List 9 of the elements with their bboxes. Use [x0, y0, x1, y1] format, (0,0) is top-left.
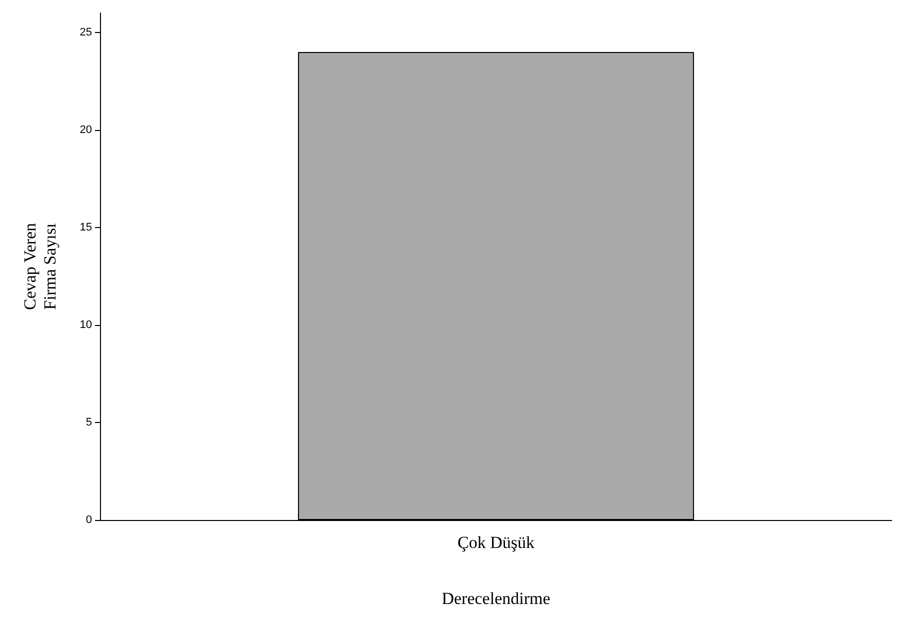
y-tick-label: 0: [86, 514, 92, 526]
y-tick-label: 20: [80, 124, 92, 136]
y-tick-label: 25: [80, 26, 92, 38]
y-axis-title: Cevap Veren Firma Sayısı: [20, 222, 60, 310]
y-tick-label: 10: [80, 319, 92, 331]
x-axis-title: Derecelendirme: [442, 589, 550, 608]
y-tick-label: 15: [80, 222, 92, 234]
x-tick-label: Çok Düşük: [458, 533, 535, 552]
y-tick-label: 5: [86, 416, 92, 428]
